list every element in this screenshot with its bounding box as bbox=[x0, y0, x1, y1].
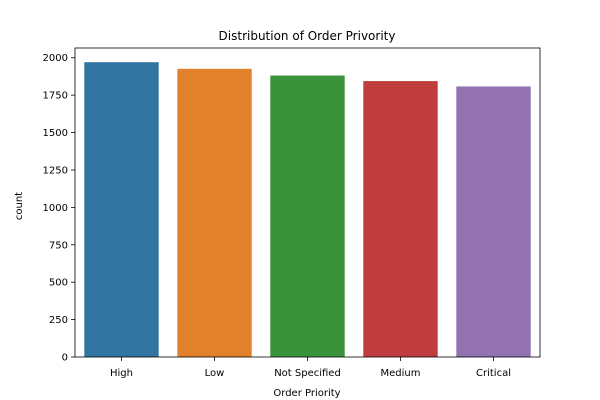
y-tick-label: 1250 bbox=[43, 165, 68, 176]
chart-title: Distribution of Order Privority bbox=[219, 29, 396, 43]
x-tick-label: Medium bbox=[381, 368, 421, 379]
x-tick-label: Not Specified bbox=[274, 368, 341, 379]
y-tick-label: 250 bbox=[49, 315, 68, 326]
bar-low bbox=[177, 68, 252, 358]
y-tick-label: 750 bbox=[49, 240, 68, 251]
x-tick-label: High bbox=[110, 368, 133, 379]
bar-not-specified bbox=[270, 75, 345, 357]
x-axis: High Low Not Specified Medium Critical bbox=[110, 357, 511, 379]
x-tick-label: Critical bbox=[476, 368, 511, 379]
x-tick-label: Low bbox=[205, 368, 225, 379]
y-tick-label: 500 bbox=[49, 278, 68, 289]
bar-medium bbox=[363, 81, 438, 357]
plot-area bbox=[74, 47, 541, 358]
y-tick-label: 0 bbox=[62, 353, 68, 364]
y-axis: 0 250 500 750 1000 1250 1500 1750 2000 bbox=[43, 53, 75, 364]
y-tick-label: 1500 bbox=[43, 128, 68, 139]
x-axis-label: Order Priority bbox=[273, 388, 340, 399]
bar-high bbox=[84, 62, 159, 358]
y-tick-label: 2000 bbox=[43, 53, 68, 64]
bar-critical bbox=[456, 86, 531, 357]
y-tick-label: 1000 bbox=[43, 203, 68, 214]
y-tick-label: 1750 bbox=[43, 91, 68, 102]
y-axis-label: count bbox=[14, 192, 25, 220]
